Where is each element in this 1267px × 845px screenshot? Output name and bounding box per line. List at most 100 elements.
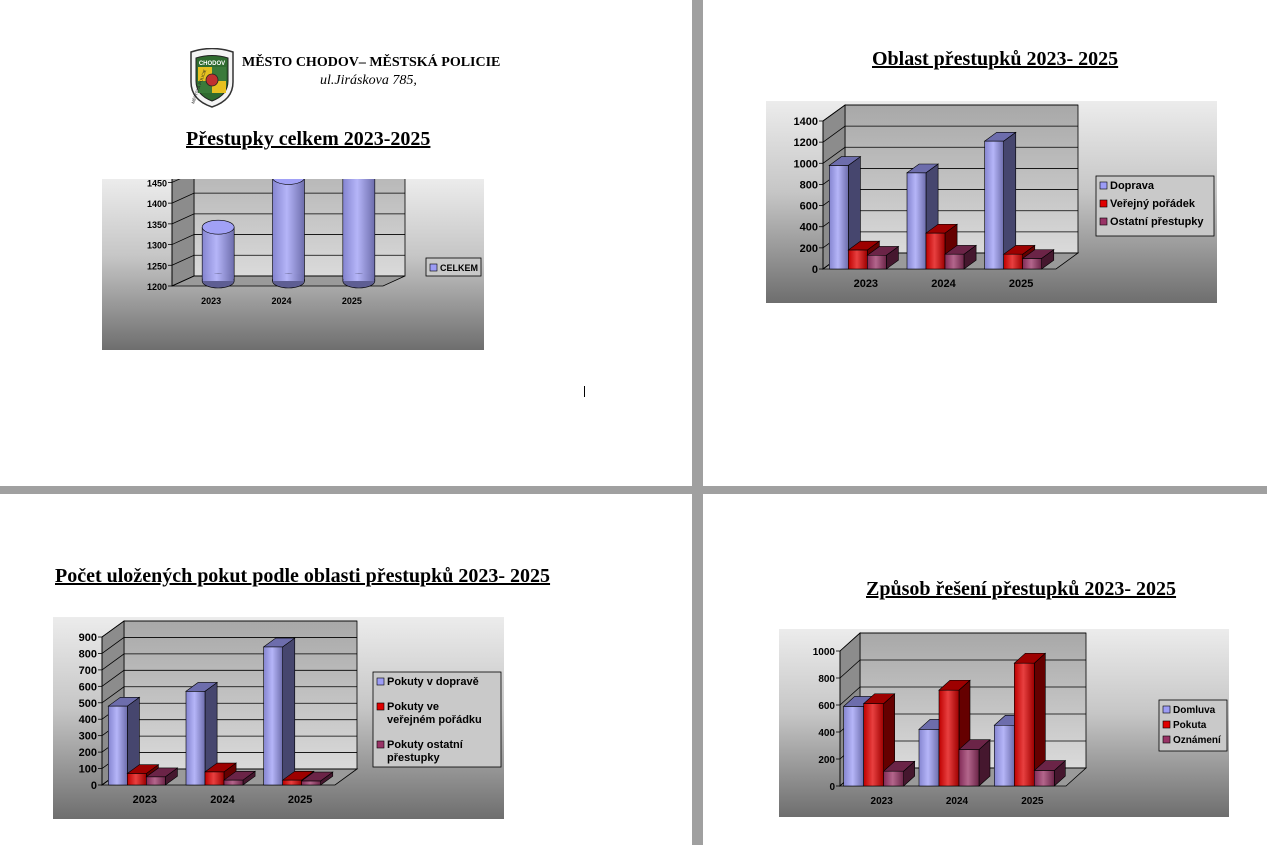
y-tick-label: 600	[800, 201, 818, 213]
y-tick-label: 1000	[794, 158, 818, 170]
gridline	[171, 213, 405, 225]
chart-svg: 1200125013001350140014501500155020232024…	[102, 179, 484, 350]
legend-label: Ostatní přestupky	[1110, 216, 1204, 228]
y-tick-label: 0	[91, 780, 97, 792]
x-category-label: 2025	[342, 296, 362, 306]
x-category-label: 2024	[271, 296, 291, 306]
legend-label: Doprava	[1110, 180, 1155, 192]
legend-label: Pokuty ostatní	[387, 739, 464, 751]
bar-doprava-2025	[983, 131, 1017, 270]
chart-svg: 0 200 400 600 800 1000 1200 1400 2023 2024 2025 Dop…	[766, 101, 1217, 303]
x-category-label: 2023	[854, 278, 878, 290]
x-category-label: 2023	[871, 796, 894, 807]
bar-ostatn-p-estupky-2024	[944, 244, 978, 270]
bar-pokuty-v-doprav--2025	[262, 637, 296, 786]
y-tick-label: 1300	[147, 241, 167, 251]
header-address: ul.Jiráskova 785,	[320, 73, 417, 88]
legend-label: Veřejný pořádek	[1110, 198, 1196, 210]
y-tick-label: 0	[829, 782, 835, 793]
bar-pokuty-ostatn-p-estupky-2025	[300, 771, 334, 786]
y-tick-label: 1000	[813, 647, 836, 658]
y-tick-label: 1400	[794, 116, 818, 128]
chart-3-title: Počet uložených pokut podle oblasti přes…	[55, 565, 551, 587]
bar-ozn-men--2025	[1033, 759, 1067, 787]
y-tick-label: 700	[79, 665, 97, 677]
y-tick-label: 1200	[147, 282, 167, 292]
gridline	[171, 179, 181, 183]
bar-pokuty-v-doprav--2023	[107, 696, 141, 786]
header-city-name: MĚSTO CHODOV– MĚSTSKÁ POLICIE	[242, 55, 501, 70]
y-tick-label: 100	[79, 764, 97, 776]
legend-label: Pokuty ve	[387, 701, 439, 713]
legend-label: Pokuty v dopravě	[387, 676, 479, 688]
gridline	[171, 275, 405, 287]
legend-swatch	[1162, 720, 1171, 729]
y-tick-label: 200	[818, 755, 835, 766]
legend-swatch	[429, 263, 438, 272]
legend-box	[1158, 699, 1228, 752]
x-category-label: 2024	[210, 794, 235, 806]
legend-swatch	[1099, 181, 1108, 190]
y-tick-label: 600	[79, 681, 97, 693]
vertical-page-separator	[692, 0, 703, 845]
y-tick-label: 900	[79, 632, 97, 644]
legend-label: veřejném pořádku	[387, 714, 482, 726]
gridline	[171, 234, 405, 245]
y-tick-label: 400	[79, 714, 97, 726]
horizontal-page-separator	[0, 486, 1267, 494]
gridline	[101, 637, 357, 654]
y-tick-label: 1350	[147, 220, 167, 230]
bar-pokuty-v-doprav--2024	[185, 681, 219, 786]
y-tick-label: 400	[818, 728, 835, 739]
legend-swatch	[376, 677, 385, 686]
x-category-label: 2024	[931, 278, 956, 290]
y-tick-label: 0	[812, 264, 818, 276]
y-tick-label: 200	[800, 243, 818, 255]
legend-label: Oznámení	[1173, 735, 1222, 746]
y-tick-label: 1450	[147, 179, 167, 188]
gridline	[171, 254, 405, 266]
legend-label: přestupky	[387, 752, 440, 764]
legend-box	[425, 257, 482, 277]
bar-celkem-2023	[201, 219, 235, 289]
x-category-label: 2023	[201, 296, 221, 306]
x-category-label: 2024	[946, 796, 969, 807]
chart-1-title: Přestupky celkem 2023-2025	[186, 128, 431, 150]
bar-pokuty-ve-ve-ejn-m-po-dku-2025	[281, 770, 315, 786]
bar-ozn-men--2024	[958, 738, 991, 787]
gridline	[822, 104, 1078, 122]
legend-box	[372, 671, 502, 768]
bar-ostatn-p-estupky-2025	[1021, 249, 1055, 270]
bar-ostatn-p-estupky-2023	[866, 245, 900, 270]
legend-swatch	[1162, 705, 1171, 714]
y-tick-label: 600	[818, 701, 835, 712]
bar-pokuty-ostatn-p-estupky-2023	[145, 767, 179, 786]
gridline	[822, 125, 1078, 143]
legend-box	[1095, 175, 1215, 237]
chart-fines-by-area: 0 100 200 300 400 500 600 700 800 900 2023 2024 2025…	[53, 617, 504, 819]
gridline	[839, 686, 1086, 706]
legend-swatch	[1099, 217, 1108, 226]
x-category-label: 2025	[288, 794, 312, 806]
bar-pokuta-2025	[1013, 652, 1047, 787]
chart-offence-areas: 0 200 400 600 800 1000 1200 1400 2023 2024 2025 Dop…	[766, 101, 1217, 303]
y-tick-label: 800	[79, 648, 97, 660]
text-cursor	[584, 386, 585, 397]
legend-label: CELKEM	[440, 263, 478, 273]
chart-back-wall	[123, 620, 358, 770]
y-tick-label: 300	[79, 731, 97, 743]
chart-svg: 0 200 400 600 800 1000 2023 2024 2025 Domluva Poku…	[779, 629, 1229, 817]
y-tick-label: 400	[800, 222, 818, 234]
bar-celkem-2024	[272, 179, 305, 289]
y-tick-label: 1400	[147, 199, 167, 209]
chart-back-wall	[844, 104, 1079, 254]
y-tick-label: 1250	[147, 261, 167, 271]
bar-celkem-2025	[342, 179, 376, 289]
y-tick-label: 500	[79, 698, 97, 710]
chart-4-title: Způsob řešení přestupků 2023- 2025	[866, 578, 1177, 600]
chart-svg: 0 100 200 300 400 500 600 700 800 900 2023 2024 2025…	[53, 617, 504, 819]
y-tick-label: 1200	[794, 137, 818, 149]
bar-doprava-2023	[828, 156, 862, 270]
legend-label: Pokuta	[1173, 720, 1207, 731]
gridline	[839, 632, 1086, 652]
